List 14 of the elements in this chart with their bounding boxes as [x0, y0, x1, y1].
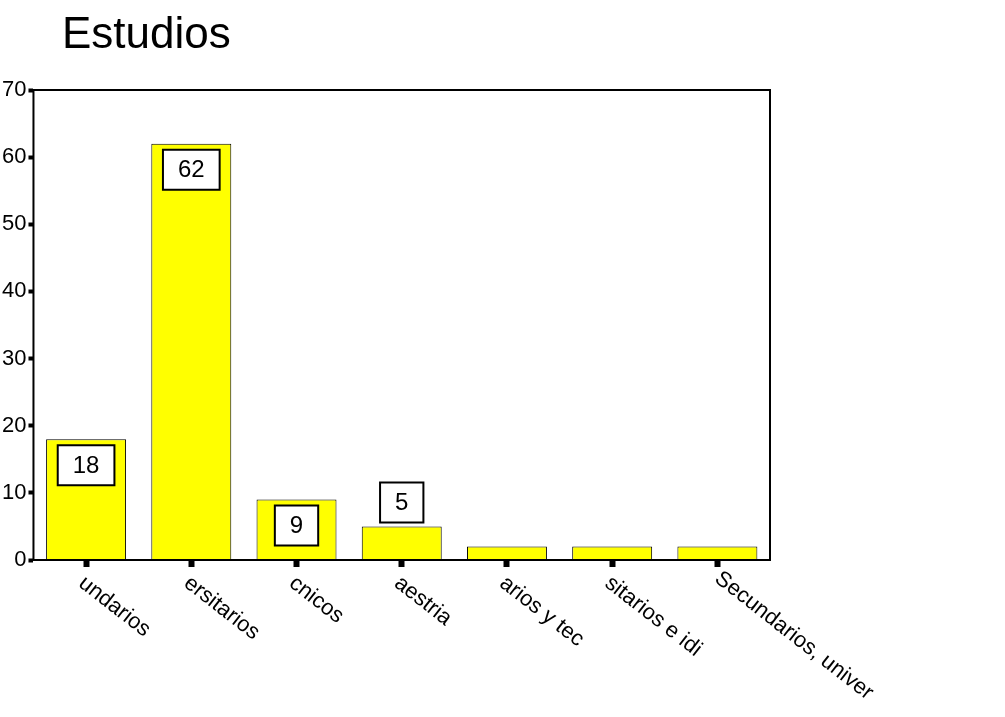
data-label: 62 [177, 155, 205, 183]
chart-title: Estudios [62, 8, 231, 58]
y-tick-label: 60 [1, 143, 27, 169]
x-tick-label: arios y tec [495, 569, 590, 652]
y-tick-label: 10 [1, 478, 27, 504]
y-tick-label: 50 [1, 210, 27, 236]
y-tick-label: 70 [1, 76, 27, 102]
y-tick-label: 40 [1, 277, 27, 303]
data-label: 5 [395, 488, 409, 516]
y-tick-label: 30 [1, 344, 27, 370]
data-label: 18 [72, 450, 100, 478]
y-tick-label: 0 [14, 546, 27, 572]
y-tick-label: 20 [1, 411, 27, 437]
data-label: 9 [289, 511, 304, 539]
